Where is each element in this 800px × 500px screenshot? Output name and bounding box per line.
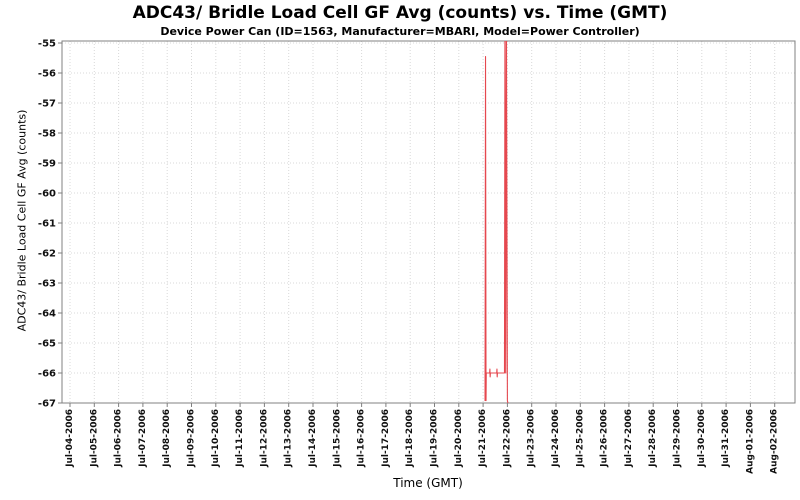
x-tick-label: Jul-07-2006 [138, 409, 148, 468]
x-tick-label: Jul-30-2006 [697, 409, 707, 468]
x-tick-label: Jul-31-2006 [721, 409, 731, 468]
y-tick-label: -59 [38, 159, 56, 170]
y-tick-label: -67 [38, 399, 56, 410]
x-axis-label: Time (GMT) [393, 476, 463, 490]
x-tick-label: Jul-09-2006 [187, 409, 197, 468]
x-tick-label: Jul-19-2006 [430, 409, 440, 468]
x-tick-label: Jul-21-2006 [478, 409, 488, 468]
x-tick-label: Jul-29-2006 [673, 409, 683, 468]
chart-title: ADC43/ Bridle Load Cell GF Avg (counts) … [132, 3, 668, 23]
y-tick-label: -56 [38, 69, 56, 80]
x-tick-label: Jul-12-2006 [259, 409, 269, 468]
x-tick-label: Jul-22-2006 [502, 409, 512, 468]
x-tick-label: Jul-10-2006 [211, 409, 221, 468]
y-tick-label: -58 [38, 129, 56, 140]
y-tick-label: -62 [38, 249, 56, 260]
x-tick-label: Aug-01-2006 [745, 409, 755, 474]
y-tick-label: -66 [38, 369, 56, 380]
x-tick-label: Jul-04-2006 [65, 409, 75, 468]
y-tick-label: -61 [38, 219, 56, 230]
x-tick-label: Jul-15-2006 [332, 409, 342, 468]
x-tick-label: Jul-26-2006 [600, 409, 610, 468]
y-tick-label: -64 [38, 309, 56, 320]
data-series-line [484, 41, 509, 403]
y-tick-label: -63 [38, 279, 56, 290]
x-tick-label: Jul-28-2006 [648, 409, 658, 468]
x-tick-label: Jul-27-2006 [624, 409, 634, 468]
x-tick-label: Jul-17-2006 [381, 409, 391, 468]
plot-border [61, 40, 796, 404]
x-tick-label: Jul-18-2006 [405, 409, 415, 468]
x-tick-label: Aug-02-2006 [770, 409, 780, 474]
x-tick-label: Jul-06-2006 [114, 409, 124, 468]
x-tick-label: Jul-05-2006 [89, 409, 99, 468]
y-tick-label: -55 [38, 39, 56, 50]
y-tick-label: -57 [38, 99, 56, 110]
x-tick-label: Jul-08-2006 [162, 409, 172, 468]
y-tick-label: -60 [38, 189, 56, 200]
chart-subtitle: Device Power Can (ID=1563, Manufacturer=… [160, 25, 640, 38]
x-tick-label: Jul-11-2006 [235, 409, 245, 468]
x-tick-label: Jul-23-2006 [527, 409, 537, 468]
x-tick-label: Jul-24-2006 [551, 409, 561, 468]
x-tick-label: Jul-14-2006 [308, 409, 318, 468]
x-tick-label: Jul-20-2006 [454, 409, 464, 468]
x-tick-label: Jul-25-2006 [575, 409, 585, 468]
x-tick-label: Jul-16-2006 [357, 409, 367, 468]
y-tick-label: -65 [38, 339, 56, 350]
x-tick-label: Jul-13-2006 [284, 409, 294, 468]
